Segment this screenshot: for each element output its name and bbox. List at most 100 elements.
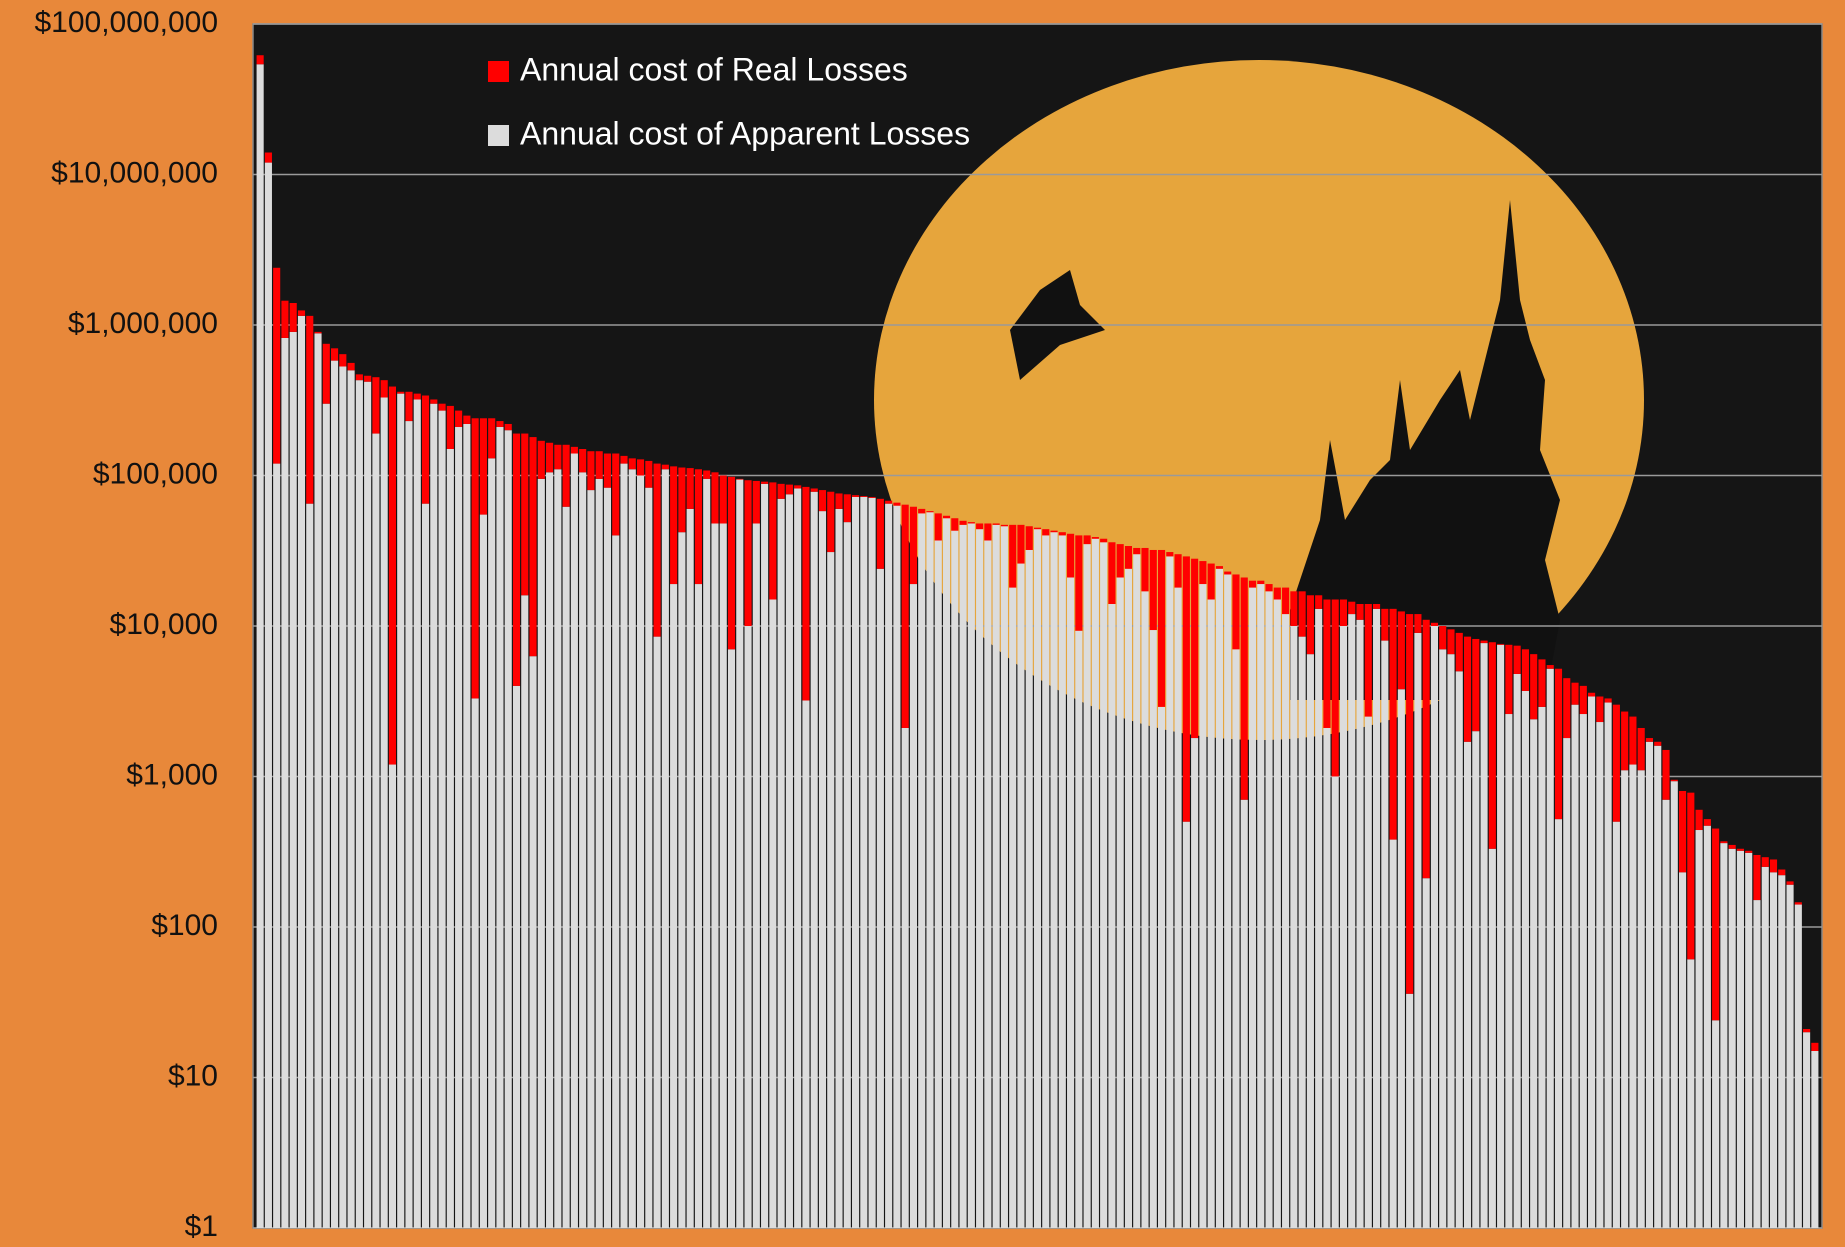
bar-segment: [1133, 547, 1141, 555]
bar-segment: [339, 366, 347, 1229]
bar-segment: [1042, 529, 1050, 536]
bar-segment: [777, 483, 785, 499]
bar-segment: [1530, 719, 1538, 1228]
bar-segment: [471, 698, 479, 1228]
bar-segment: [926, 512, 934, 1228]
bar-segment: [967, 523, 975, 1228]
bar-segment: [1480, 643, 1488, 1228]
bar-segment: [1786, 881, 1794, 885]
bar-segment: [1604, 698, 1612, 703]
bar-segment: [372, 433, 380, 1228]
bar-segment: [785, 494, 793, 1229]
bar-segment: [388, 764, 397, 1228]
bar-segment: [901, 727, 909, 1228]
bar-segment: [1430, 622, 1439, 626]
bar-segment: [1248, 580, 1257, 588]
bar-segment: [1720, 841, 1728, 844]
bar-segment: [1166, 552, 1174, 557]
bar-segment: [976, 529, 984, 1228]
bar-segment: [1778, 875, 1786, 1228]
bar-segment: [1703, 819, 1711, 826]
bar-segment: [364, 375, 372, 382]
bar-segment: [636, 459, 645, 476]
bar-segment: [1174, 587, 1182, 1228]
bar-segment: [1133, 554, 1141, 1228]
bar-segment: [876, 568, 884, 1228]
bar-segment: [1364, 604, 1372, 717]
bar-segment: [1430, 625, 1439, 1228]
bar-segment: [413, 393, 421, 400]
bar-segment: [1422, 878, 1430, 1228]
bar-segment: [703, 478, 711, 1228]
bar-segment: [653, 463, 661, 637]
bar-segment: [909, 506, 918, 585]
bar-segment: [1414, 614, 1422, 633]
bar-segment: [1315, 608, 1323, 1228]
bar-segment: [860, 496, 868, 1228]
bar-segment: [306, 315, 314, 504]
bar-segment: [1604, 702, 1612, 1228]
bar-segment: [1439, 649, 1447, 1228]
bar-segment: [1257, 584, 1265, 1228]
bar-segment: [727, 476, 736, 650]
bar-segment: [1736, 848, 1744, 851]
bar-segment: [380, 397, 388, 1228]
bar-segment: [752, 480, 760, 524]
bar-segment: [1381, 608, 1389, 641]
bar-segment: [1463, 741, 1472, 1228]
bar-segment: [711, 523, 719, 1228]
bar-segment: [1373, 604, 1381, 609]
bar-segment: [455, 410, 463, 428]
bar-segment: [273, 267, 281, 464]
bar-segment: [546, 472, 554, 1228]
bar-segment: [835, 493, 843, 509]
bar-segment: [711, 472, 719, 524]
bar-segment: [1174, 554, 1182, 588]
bar-segment: [355, 380, 363, 1228]
bar-segment: [1554, 668, 1563, 820]
bar-segment: [794, 488, 802, 1228]
bar-segment: [587, 490, 595, 1229]
bar-segment: [934, 513, 942, 541]
bar-segment: [488, 418, 496, 459]
bar-segment: [1761, 866, 1769, 1228]
bar-segment: [694, 469, 702, 585]
bar-segment: [587, 451, 595, 491]
bar-segment: [1662, 749, 1670, 800]
bar-segment: [1075, 630, 1083, 1228]
bar-segment: [984, 540, 992, 1228]
bar-segment: [355, 374, 363, 381]
bar-segment: [1282, 587, 1290, 615]
bar-segment: [976, 523, 984, 530]
bar-segment: [885, 500, 893, 504]
bar-segment: [314, 331, 322, 334]
bar-segment: [413, 399, 421, 1228]
bar-segment: [1505, 714, 1513, 1228]
bar-segment: [1050, 530, 1058, 533]
bar-segment: [256, 55, 264, 65]
bar-segment: [1794, 902, 1802, 905]
bar-segment: [1397, 689, 1405, 1228]
bar-segment: [1000, 526, 1008, 1228]
bar-segment: [901, 504, 909, 728]
y-tick-label: $100,000,000: [34, 6, 218, 39]
bar-segment: [1273, 587, 1281, 600]
bar-segment: [570, 446, 578, 454]
bar-segment: [347, 362, 355, 371]
bar-segment: [281, 300, 289, 338]
bar-segment: [827, 491, 835, 553]
bar-segment: [405, 421, 413, 1228]
bar-segment: [1811, 1042, 1819, 1051]
y-tick-label: $100,000: [93, 457, 218, 490]
bar-segment: [1075, 535, 1083, 631]
bar-segment: [595, 478, 603, 1228]
bar-segment: [1273, 599, 1281, 1228]
bar-segment: [322, 403, 330, 1229]
bar-segment: [1389, 839, 1397, 1228]
bar-segment: [537, 440, 545, 479]
bar-segment: [1488, 642, 1496, 849]
bar-segment: [645, 460, 653, 488]
bar-segment: [1530, 654, 1538, 720]
bar-segment: [959, 524, 967, 1228]
bar-segment: [1017, 563, 1025, 1228]
